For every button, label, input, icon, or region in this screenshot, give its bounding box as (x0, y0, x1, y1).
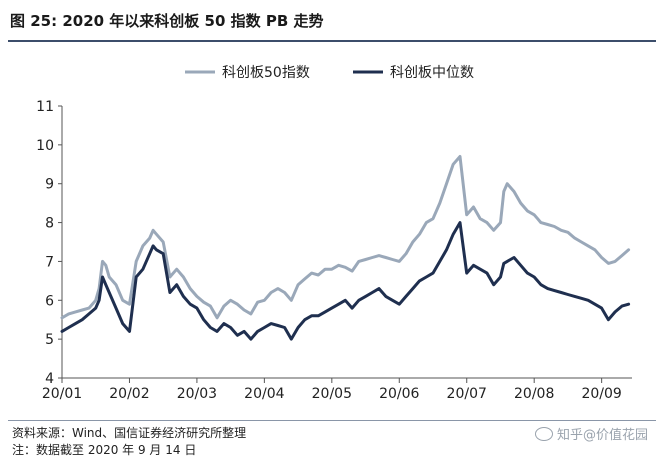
x-tick-label: 20/02 (109, 386, 149, 402)
pb-line-chart: 科创板50指数 科创板中位数 4 5 6 7 8 9 10 11 20/01 20/02 20/03… (36, 65, 632, 402)
legend: 科创板50指数 科创板中位数 (185, 65, 474, 81)
y-tick-label: 8 (45, 216, 54, 232)
y-tick-label: 4 (45, 371, 54, 387)
series-line-2 (60, 221, 631, 341)
x-tick-label: 20/07 (447, 386, 487, 402)
x-tick-label: 20/04 (244, 386, 284, 402)
x-tick-label: 20/01 (42, 386, 82, 402)
y-tick-label: 11 (36, 99, 54, 115)
source-note: 资料来源：Wind、国信证券经济研究所整理 (12, 426, 247, 440)
watermark-text: 知乎@价值花园 (556, 428, 648, 443)
series-group (60, 155, 631, 341)
title-divider (8, 40, 656, 42)
chart-title: 图 25: 2020 年以来科创板 50 指数 PB 走势 (10, 12, 324, 30)
y-tick-label: 6 (45, 293, 54, 309)
watermark: 知乎@价值花园 (534, 424, 648, 443)
legend-label-series-1: 科创板50指数 (222, 65, 310, 81)
y-tick-label: 10 (36, 138, 54, 154)
x-tick-label: 20/09 (581, 386, 621, 402)
axes: 4 5 6 7 8 9 10 11 20/01 20/02 20/03 20/04 20/05 20/06… (36, 99, 632, 402)
y-tick-label: 5 (45, 332, 54, 348)
date-note: 注：数据截至 2020 年 9 月 14 日 (12, 443, 197, 457)
chat-bubble-icon (534, 426, 553, 441)
x-tick-label: 20/05 (312, 386, 352, 402)
x-tick-label: 20/03 (177, 386, 217, 402)
y-tick-label: 7 (45, 254, 54, 270)
series-line-1 (60, 155, 631, 320)
footer-divider (8, 420, 656, 421)
x-tick-label: 20/08 (514, 386, 554, 402)
x-tick-label: 20/06 (379, 386, 419, 402)
legend-label-series-2: 科创板中位数 (390, 65, 474, 81)
y-tick-label: 9 (45, 177, 54, 193)
